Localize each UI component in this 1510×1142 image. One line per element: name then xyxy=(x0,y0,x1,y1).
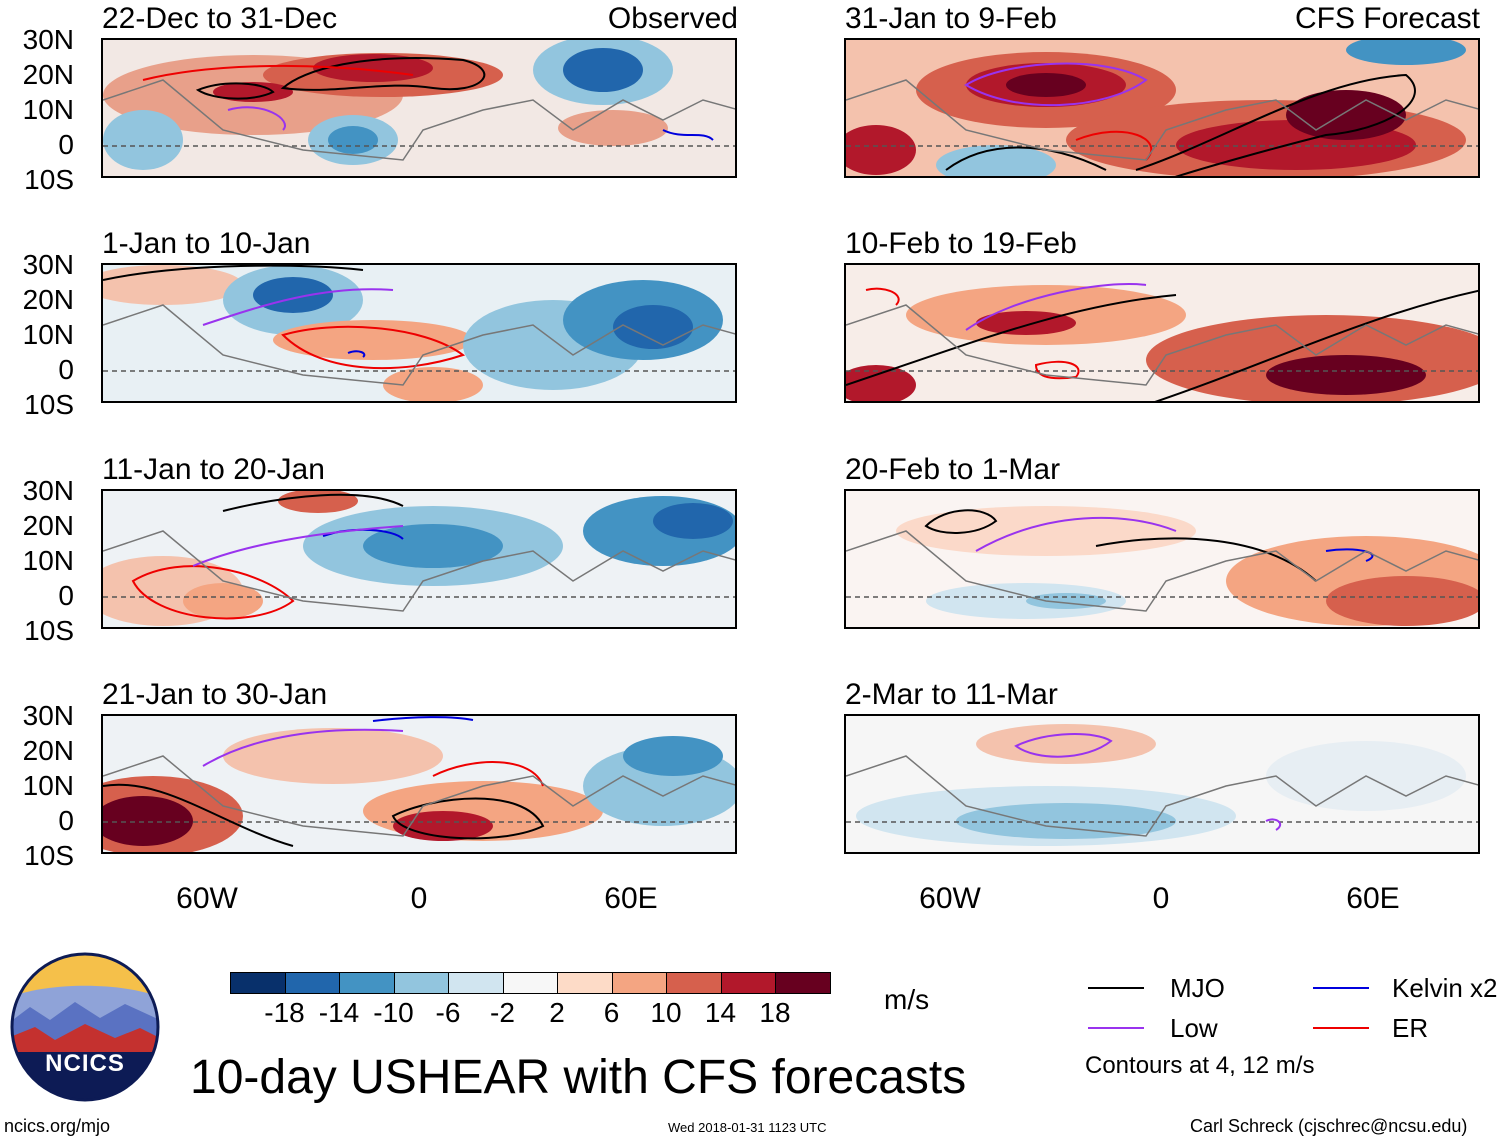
lat-label-30n: 30N xyxy=(22,700,74,731)
shear-map-left-1 xyxy=(103,40,735,176)
lat-label-20n: 20N xyxy=(22,510,74,541)
legend-low-label: Low xyxy=(1170,1013,1218,1043)
legend-mjo-label: MJO xyxy=(1170,973,1225,1003)
lat-label-0: 0 xyxy=(58,354,74,385)
panel-title-right-2: 10-Feb to 19-Feb xyxy=(845,227,1077,260)
map-panel-right-3 xyxy=(844,489,1480,629)
legend-low-line xyxy=(1088,1027,1144,1029)
panel-title-right-3: 20-Feb to 1-Mar xyxy=(845,453,1061,486)
panel-title-right-4: 2-Mar to 11-Mar xyxy=(845,678,1058,711)
map-panel-right-1 xyxy=(844,38,1480,178)
colorbar-swatch xyxy=(666,972,722,994)
shear-map-right-2 xyxy=(846,265,1478,401)
shear-map-left-2 xyxy=(103,265,735,401)
lat-label-30n: 30N xyxy=(22,249,74,280)
ncics-logo: NCICS xyxy=(10,952,160,1102)
lat-label-20n: 20N xyxy=(22,59,74,90)
ncics-logo-icon xyxy=(10,952,160,1102)
lat-label-0: 0 xyxy=(58,580,74,611)
colorbar-tick-label: 6 xyxy=(603,997,620,1028)
lat-label-10n: 10N xyxy=(22,94,74,125)
lat-label-10s: 10S xyxy=(24,389,74,420)
colorbar-tick-label: -18 xyxy=(264,997,305,1028)
lon-label-0: 0 xyxy=(410,882,428,915)
shear-map-right-3 xyxy=(846,491,1478,627)
colorbar-tick-label: 14 xyxy=(704,997,737,1028)
legend-er-line xyxy=(1313,1027,1369,1029)
legend-kelvin-label: Kelvin x2 xyxy=(1392,973,1498,1003)
colorbar-tick-label: -10 xyxy=(373,997,414,1028)
ncics-logo-text: NCICS xyxy=(45,1050,125,1077)
colorbar-swatch xyxy=(230,972,286,994)
observed-label: Observed xyxy=(607,2,738,35)
contours-note: Contours at 4, 12 m/s xyxy=(1085,1052,1315,1079)
lon-label-0: 0 xyxy=(1152,882,1170,915)
legend-mjo-line xyxy=(1088,987,1144,989)
colorbar-tick-label: -14 xyxy=(318,997,360,1028)
lat-label-10s: 10S xyxy=(24,840,74,871)
lat-label-10s: 10S xyxy=(24,164,74,195)
footer-author: Carl Schreck (cjschrec@ncsu.edu) xyxy=(1190,1116,1468,1136)
colorbar-swatch xyxy=(448,972,504,994)
lat-label-0: 0 xyxy=(58,129,74,160)
panel-title-left-4: 21-Jan to 30-Jan xyxy=(102,678,328,711)
lat-label-0: 0 xyxy=(58,805,74,836)
panel-title-left-1: 22-Dec to 31-Dec xyxy=(102,2,338,35)
lon-label-60e: 60E xyxy=(1346,882,1400,915)
colorbar-swatch xyxy=(502,972,558,994)
units-label: m/s xyxy=(884,984,930,1015)
lat-label-10s: 10S xyxy=(24,615,74,646)
colorbar-swatch xyxy=(284,972,340,994)
lat-label-10n: 10N xyxy=(22,545,74,576)
lat-label-20n: 20N xyxy=(22,284,74,315)
lat-label-30n: 30N xyxy=(22,24,74,55)
lat-label-20n: 20N xyxy=(22,735,74,766)
colorbar-swatch xyxy=(720,972,776,994)
colorbar-tick-label: 10 xyxy=(650,997,682,1028)
forecast-label: CFS Forecast xyxy=(1294,2,1480,35)
panel-title-right-1: 31-Jan to 9-Feb xyxy=(845,2,1057,35)
colorbar-swatch xyxy=(611,972,667,994)
footer-timestamp: Wed 2018-01-31 1123 UTC xyxy=(668,1120,827,1135)
lat-label-10n: 10N xyxy=(22,319,74,350)
colorbar-swatch xyxy=(339,972,395,994)
lon-label-60e: 60E xyxy=(604,882,658,915)
lat-label-10n: 10N xyxy=(22,770,74,801)
lon-label-60w: 60W xyxy=(176,882,238,915)
map-panel-left-4 xyxy=(101,714,737,854)
map-panel-left-2 xyxy=(101,263,737,403)
main-title: 10-day USHEAR with CFS forecasts xyxy=(190,1051,967,1104)
colorbar-swatch xyxy=(775,972,831,994)
shear-map-right-4 xyxy=(846,716,1478,852)
shear-map-left-3 xyxy=(103,491,735,627)
colorbar-tick-label: -2 xyxy=(490,997,515,1028)
map-panel-right-4 xyxy=(844,714,1480,854)
colorbar-tick-label: 18 xyxy=(759,997,791,1028)
footer-source-link[interactable]: ncics.org/mjo xyxy=(4,1116,111,1136)
panel-title-left-3: 11-Jan to 20-Jan xyxy=(102,453,325,486)
colorbar-tick-label: -6 xyxy=(435,997,461,1028)
colorbar-swatch xyxy=(393,972,449,994)
colorbar-tick-label: 2 xyxy=(549,997,565,1028)
panel-title-left-2: 1-Jan to 10-Jan xyxy=(102,227,311,260)
legend-er-label: ER xyxy=(1392,1013,1429,1043)
lon-label-60w: 60W xyxy=(919,882,981,915)
map-panel-left-1 xyxy=(101,38,737,178)
legend-kelvin-line xyxy=(1313,987,1369,989)
map-panel-right-2 xyxy=(844,263,1480,403)
lat-label-30n: 30N xyxy=(22,475,74,506)
map-panel-left-3 xyxy=(101,489,737,629)
shear-map-left-4 xyxy=(103,716,735,852)
shear-map-right-1 xyxy=(846,40,1478,176)
colorbar-swatch xyxy=(557,972,613,994)
